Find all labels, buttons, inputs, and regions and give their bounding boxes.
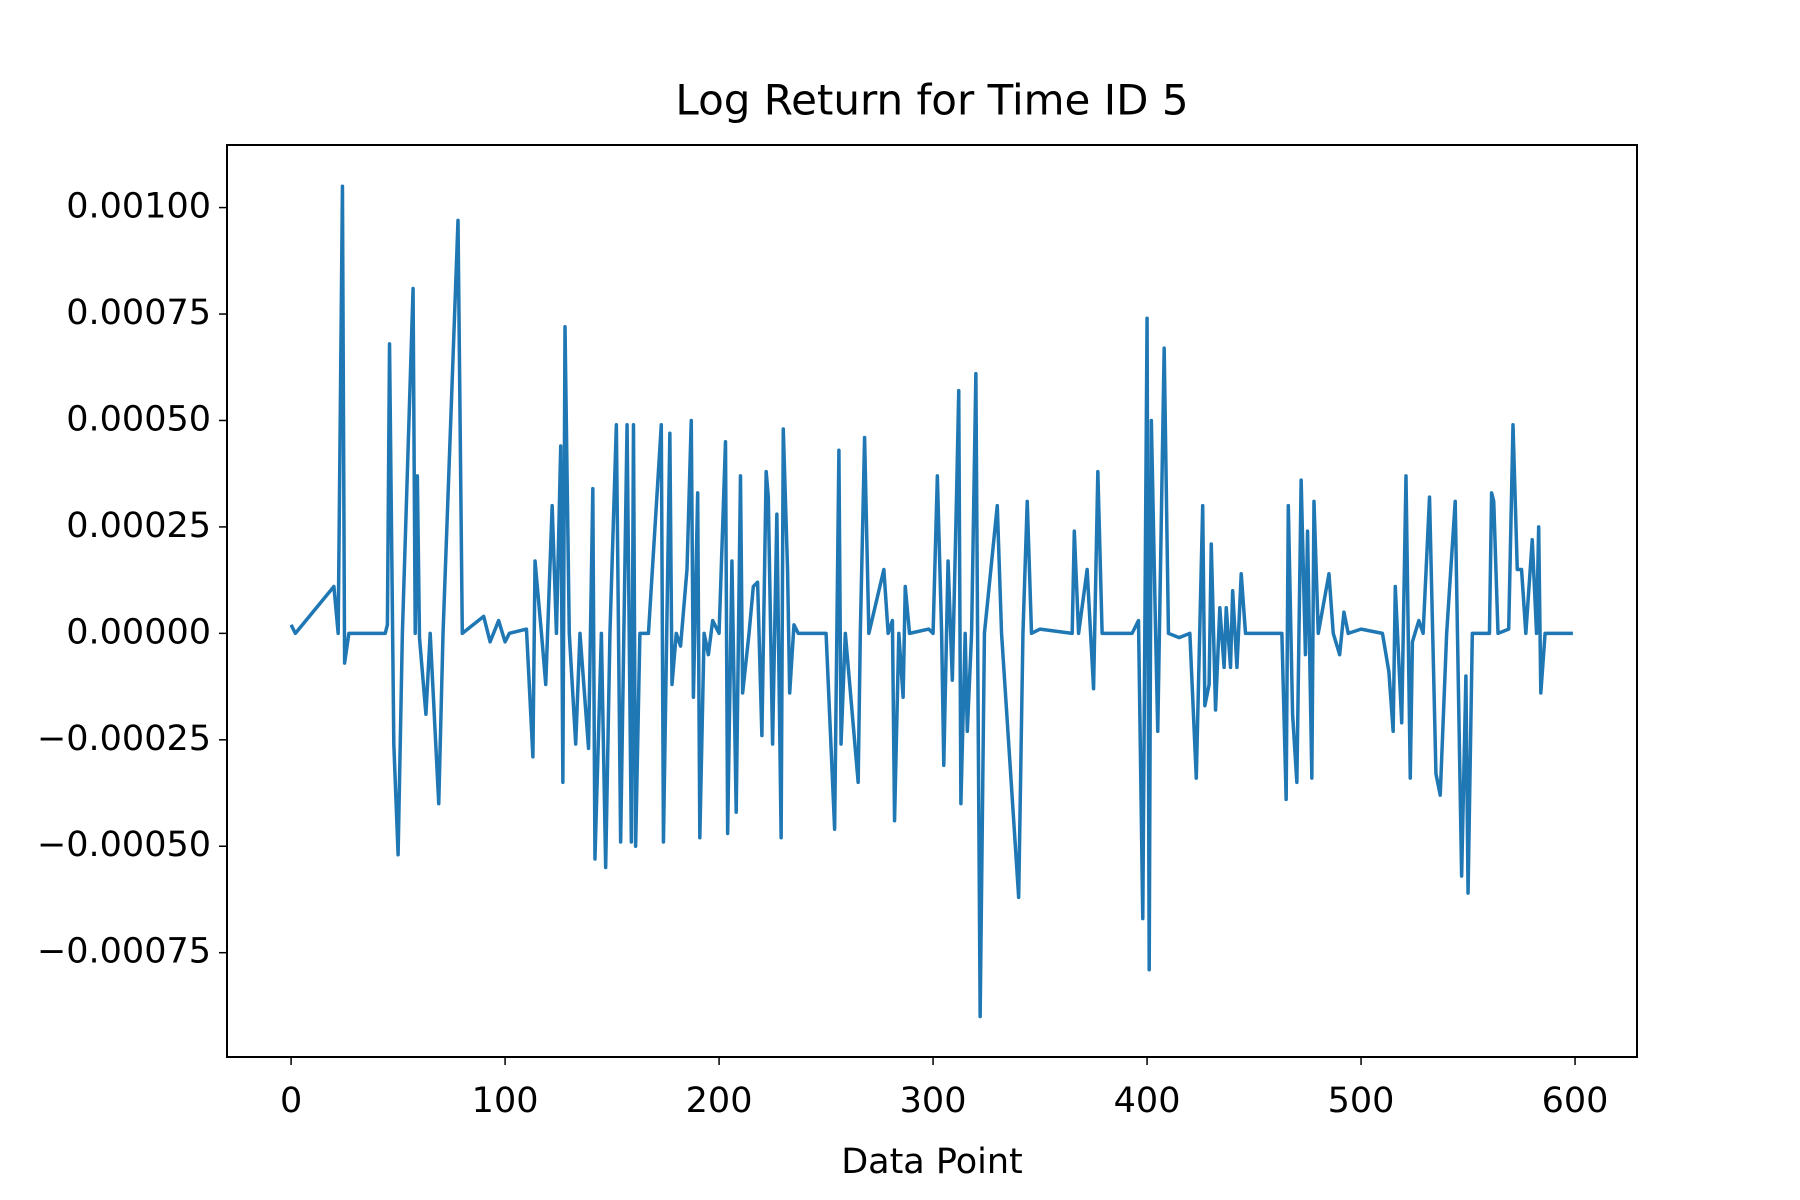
x-axis-label: Data Point [841, 1142, 1023, 1182]
y-tick-label: 0.00075 [66, 293, 211, 333]
y-tick-label: −0.00050 [37, 825, 211, 865]
x-tick-label: 200 [686, 1081, 753, 1121]
y-tick-label: 0.00025 [66, 506, 211, 546]
x-tick-label: 300 [900, 1081, 967, 1121]
data-line [289, 184, 1573, 1019]
y-tick-label: −0.00025 [37, 719, 211, 759]
y-tick-label: 0.00050 [66, 399, 211, 439]
y-tick-label: 0.00100 [66, 187, 211, 227]
chart-title: Log Return for Time ID 5 [675, 76, 1188, 125]
x-tick-label: 500 [1328, 1081, 1395, 1121]
plot-frame [226, 144, 1638, 1058]
y-tick-label: −0.00075 [37, 932, 211, 972]
x-tick-label: 100 [472, 1081, 539, 1121]
x-tick-label: 600 [1542, 1081, 1609, 1121]
x-tick-label: 0 [280, 1081, 302, 1121]
x-tick-label: 400 [1114, 1081, 1181, 1121]
y-tick-label: 0.00000 [66, 612, 211, 652]
